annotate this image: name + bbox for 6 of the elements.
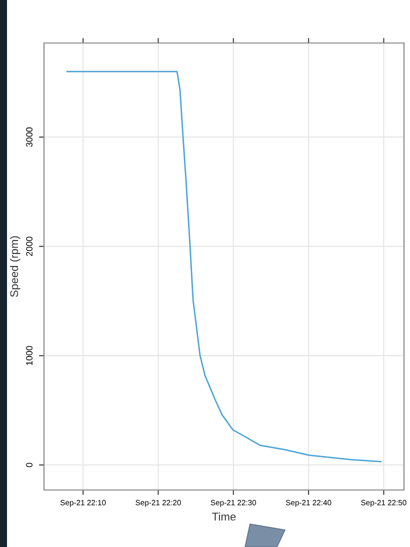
y-tick-label: 1000 (26, 346, 32, 366)
y-axis-title: Speed (rpm) (10, 236, 20, 297)
y-tick-label: 2000 (26, 236, 32, 256)
y-tick-label: 3000 (26, 127, 32, 147)
x-axis-title: Time (212, 512, 236, 521)
y-tick-label: 0 (26, 462, 32, 468)
